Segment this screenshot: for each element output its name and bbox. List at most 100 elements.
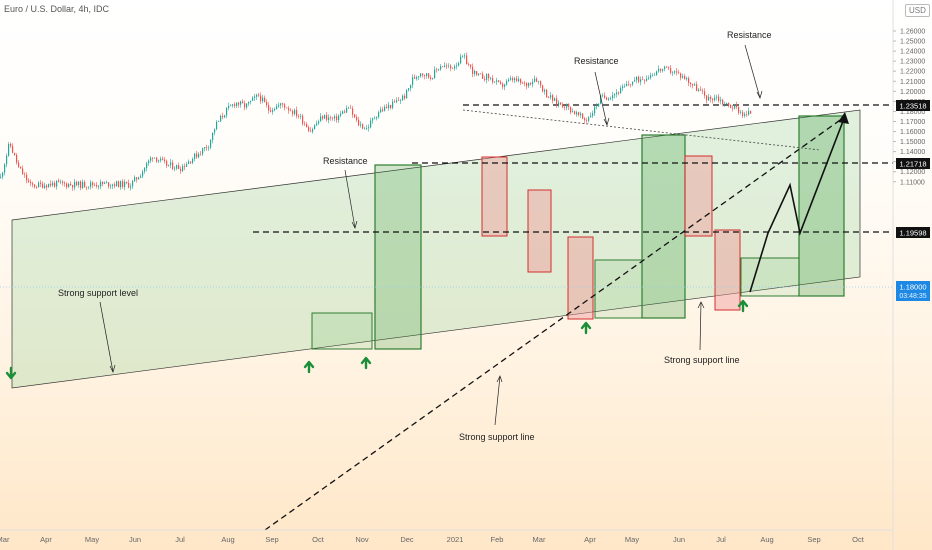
candle-body xyxy=(446,65,448,67)
x-tick-label: May xyxy=(85,535,99,544)
level-tag-121718: 1.21718 xyxy=(899,160,926,169)
candle-body xyxy=(2,172,4,177)
candle-body xyxy=(432,78,434,79)
candle-body xyxy=(440,66,442,70)
y-tick-label: 1.18000 xyxy=(900,109,925,116)
candle-body xyxy=(676,71,678,73)
candle-body xyxy=(188,161,190,165)
candle-body xyxy=(454,66,456,69)
x-tick-label: Sep xyxy=(265,535,278,544)
y-tick-label: 1.24000 xyxy=(900,49,925,56)
candle-body xyxy=(538,81,540,82)
candle-body xyxy=(596,106,598,108)
annotation-support-line-label: Strong support line xyxy=(459,432,535,442)
candle-body xyxy=(272,110,274,112)
candle-body xyxy=(362,124,364,129)
x-tick-label: Sep xyxy=(807,535,820,544)
candle-body xyxy=(428,73,430,78)
candle-body xyxy=(90,182,92,187)
x-tick-label: Mar xyxy=(0,535,10,544)
candle-body xyxy=(436,69,438,71)
candle-body xyxy=(344,111,346,113)
candle-body xyxy=(400,100,402,101)
candle-body xyxy=(240,101,242,105)
candle-body xyxy=(598,103,600,107)
candle-body xyxy=(730,105,732,108)
candle-body xyxy=(516,78,518,82)
candle-body xyxy=(62,181,64,184)
candle-body xyxy=(704,91,706,96)
candle-body xyxy=(726,102,728,104)
candle-body xyxy=(552,95,554,101)
candle-body xyxy=(266,102,268,106)
candle-body xyxy=(734,104,736,109)
candle-body xyxy=(750,111,752,114)
candle-body xyxy=(720,99,722,101)
candle-body xyxy=(78,181,80,186)
candle-body xyxy=(592,113,594,116)
candle-body xyxy=(554,98,556,101)
y-tick-label: 1.12000 xyxy=(900,169,925,176)
candle-body xyxy=(132,180,134,187)
candle-body xyxy=(558,102,560,105)
x-tick-label: Jun xyxy=(673,535,685,544)
candle-body xyxy=(522,82,524,84)
candle-body xyxy=(502,83,504,87)
candle-body xyxy=(702,90,704,92)
candle-body xyxy=(116,181,118,187)
candle-body xyxy=(612,95,614,99)
candle-body xyxy=(574,111,576,115)
price-axis[interactable]: 1.26000 1.25000 1.24000 1.23000 1.22000 1.210… xyxy=(893,29,925,187)
candle-body xyxy=(404,95,406,99)
candle-body xyxy=(110,185,112,187)
candle-body xyxy=(560,102,562,105)
candle-body xyxy=(112,184,114,186)
candle-body xyxy=(738,106,740,113)
candle-body xyxy=(624,85,626,87)
candle-body xyxy=(12,146,14,153)
candle-body xyxy=(36,186,38,188)
candle-body xyxy=(564,107,566,108)
candle-body xyxy=(158,160,160,162)
x-tick-label: Jun xyxy=(129,535,141,544)
candle-body xyxy=(376,117,378,119)
candle-body xyxy=(696,84,698,91)
candle-body xyxy=(430,77,432,79)
candle-body xyxy=(608,98,610,100)
candle-body xyxy=(544,89,546,92)
time-axis[interactable]: Mar Apr May Jun Jul Aug Sep Oct Nov Dec 2021 Feb Mar… xyxy=(0,535,865,544)
candle-body xyxy=(212,132,214,140)
candle-body xyxy=(268,105,270,111)
candle-body xyxy=(218,121,220,122)
candle-body xyxy=(532,81,534,85)
candle-body xyxy=(100,181,102,187)
candle-body xyxy=(648,77,650,79)
candle-body xyxy=(182,166,184,171)
candle-body xyxy=(600,95,602,104)
candle-body xyxy=(326,115,328,120)
candle-body xyxy=(128,182,130,188)
candle-body xyxy=(698,89,700,91)
x-tick-label: 2021 xyxy=(447,535,464,544)
candle-body xyxy=(584,118,586,121)
candle-body xyxy=(140,176,142,178)
candle-body xyxy=(488,74,490,79)
annotation-resistance-label: Resistance xyxy=(574,56,619,66)
candle-body xyxy=(456,65,458,67)
candle-body xyxy=(190,161,192,163)
candle-body xyxy=(542,85,544,92)
candle-body xyxy=(742,112,744,116)
x-tick-label: Feb xyxy=(491,535,504,544)
candle-body xyxy=(76,181,78,186)
candle-body xyxy=(534,78,536,82)
candle-body xyxy=(520,79,522,83)
candle-body xyxy=(568,104,570,107)
candle-body xyxy=(474,71,476,74)
currency-badge[interactable]: USD xyxy=(905,4,930,17)
candle-body xyxy=(514,78,516,81)
level-tag-123518: 1.23518 xyxy=(899,102,926,111)
annotation-resistance-label: Resistance xyxy=(323,156,368,166)
candle-body xyxy=(256,94,258,97)
candle-body xyxy=(630,84,632,85)
